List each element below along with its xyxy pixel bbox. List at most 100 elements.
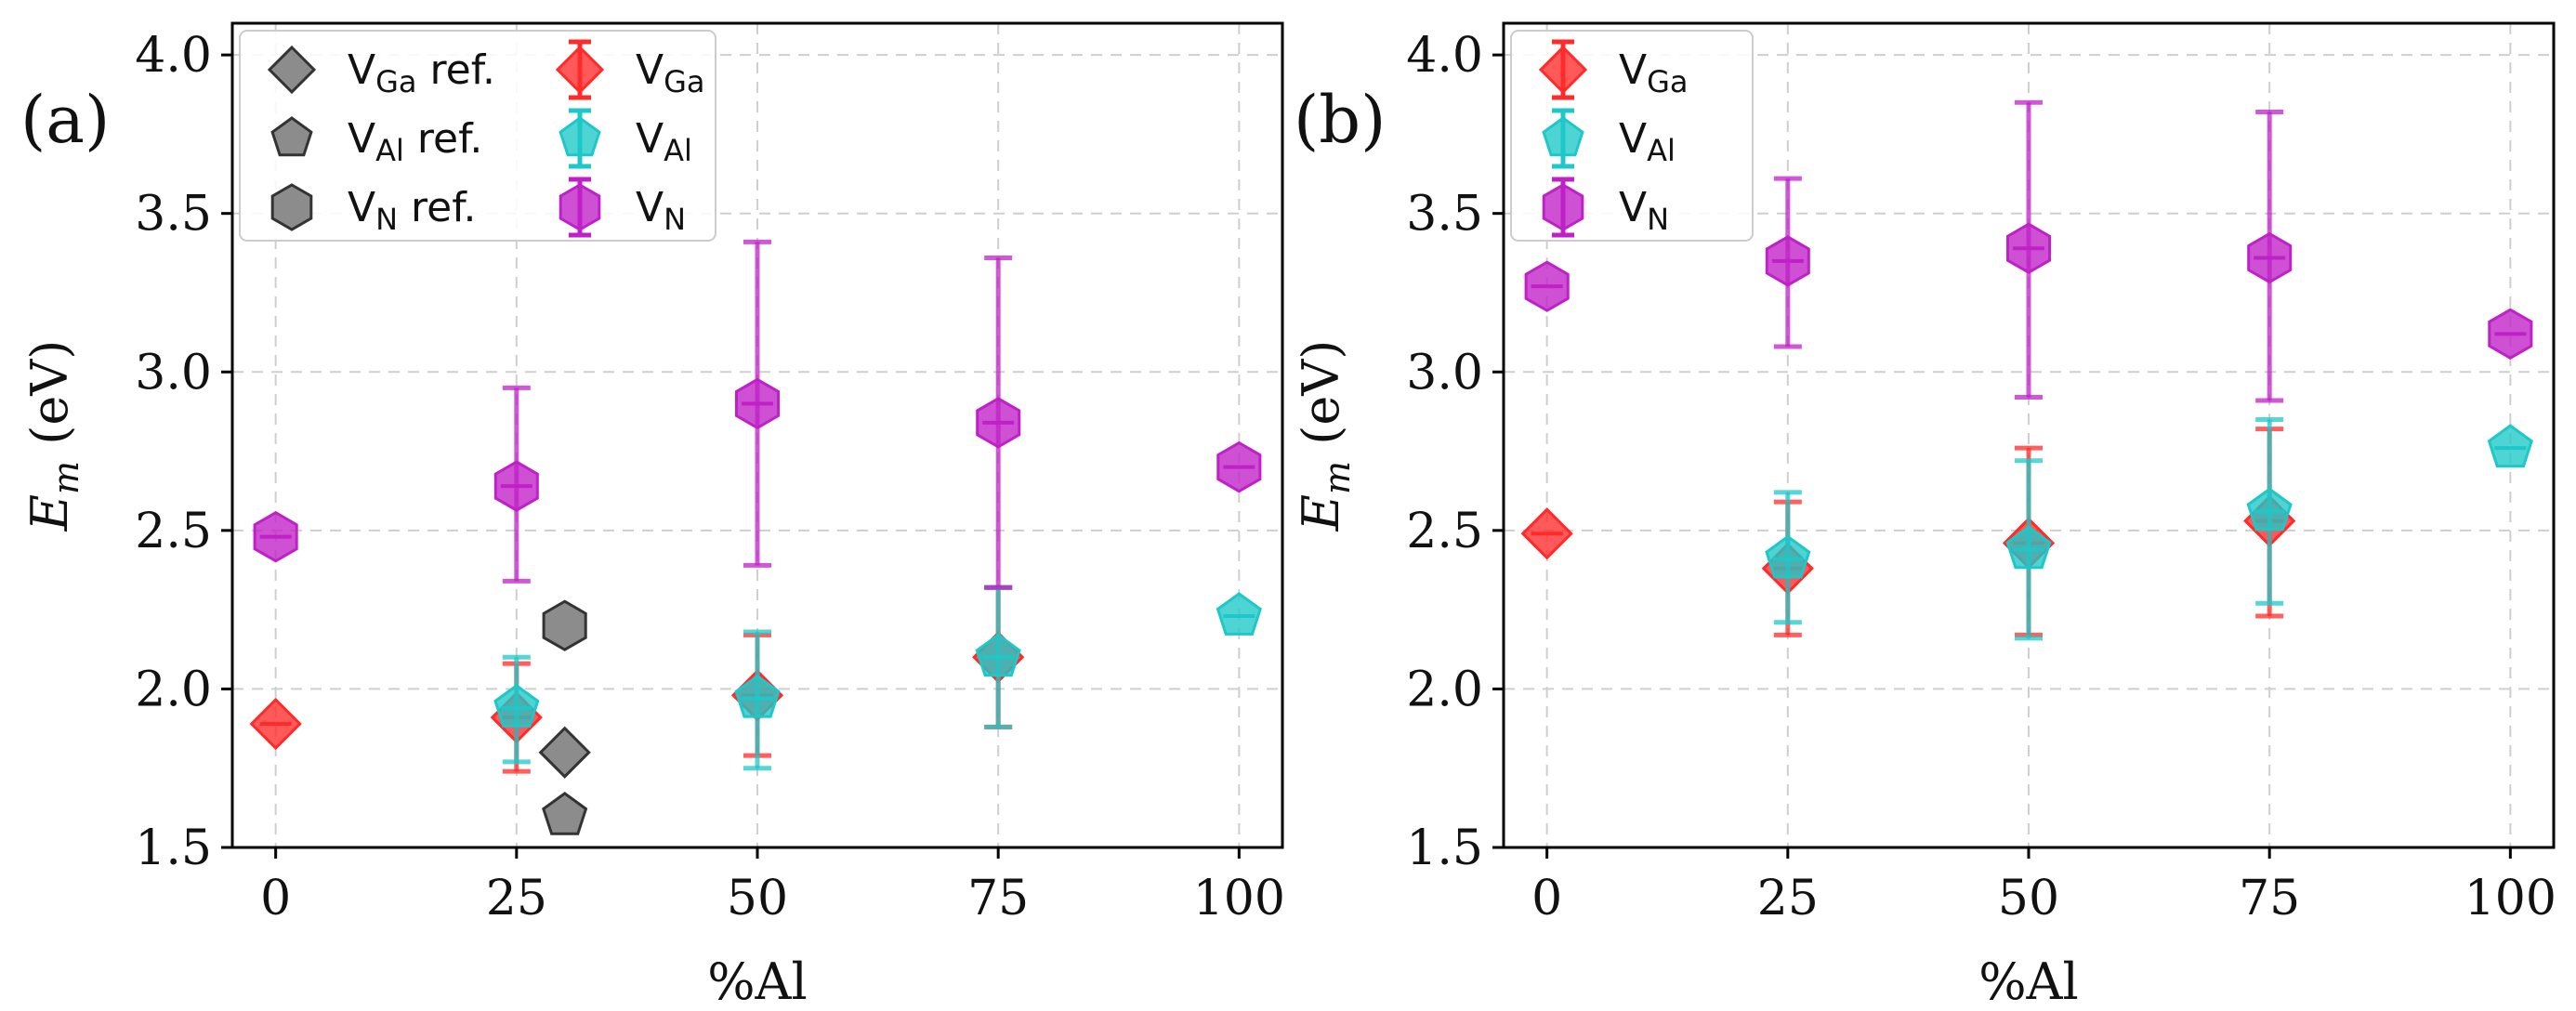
series-v-al: [493, 584, 1262, 771]
legend-label-main: V: [636, 46, 664, 94]
legend-marker: [1542, 116, 1584, 157]
x-tick-label: 25: [486, 871, 547, 926]
x-tick-label: 25: [1757, 871, 1819, 926]
legend-entry: VN ref.: [270, 183, 477, 237]
y-tick-label: 4.0: [1406, 28, 1483, 84]
data-point: [2487, 424, 2533, 468]
x-tick-label: 75: [967, 871, 1029, 926]
y-tick-label: 1.5: [1406, 821, 1483, 876]
y-tick-label: 3.0: [135, 345, 212, 400]
legend-entry: VAl: [1542, 108, 1676, 169]
legend-label-main: V: [348, 46, 375, 94]
legend-marker: [267, 45, 317, 95]
x-tick-label: 75: [2239, 871, 2300, 926]
y-axis-label-symbol: E: [1292, 494, 1350, 532]
legend-label: VAl: [1619, 115, 1676, 168]
legend-label-main: V: [1619, 184, 1647, 231]
legend-label-subscript: Al: [664, 133, 692, 168]
y-tick-label: 2.5: [135, 504, 212, 559]
legend-label-subscript: N: [1647, 202, 1669, 237]
data-point: [493, 684, 540, 728]
legend-label: VAl ref.: [348, 115, 482, 168]
series-v-ga-ref: [538, 726, 591, 779]
legend-label-subscript: Al: [375, 133, 404, 168]
y-axis-label-subscript: m: [46, 461, 86, 494]
legend-marker: [555, 45, 605, 95]
legend-label-subscript: N: [375, 202, 398, 237]
series-v-ga: [249, 584, 1025, 774]
legend-label-subscript: Ga: [1647, 64, 1688, 99]
legend-label-subscript: Ga: [664, 64, 704, 99]
legend-label: VGa ref.: [348, 46, 495, 99]
legend-label: VGa: [1619, 46, 1689, 99]
plot-frame: [230, 21, 1284, 849]
panel-label: (a): [20, 82, 110, 158]
legend-box: [239, 30, 716, 242]
legend-label-main: V: [348, 115, 375, 163]
series-v-n: [1524, 99, 2533, 403]
legend-label: VGa: [636, 46, 705, 99]
legend-marker: [559, 183, 601, 231]
data-point: [1765, 534, 1811, 579]
data-point: [542, 792, 588, 835]
y-tick-label: 3.5: [135, 187, 212, 243]
y-tick-label: 2.0: [135, 662, 212, 717]
legend-label-subscript: N: [664, 202, 686, 237]
x-tick-label: 50: [1998, 871, 2059, 926]
series-v-al: [1765, 416, 2533, 641]
legend-label-main: V: [348, 184, 375, 231]
legend-marker: [270, 116, 313, 157]
legend-entry: VN: [559, 177, 686, 238]
y-tick-label: 3.5: [1406, 187, 1483, 243]
x-tick-label: 50: [727, 871, 788, 926]
legend-entry: VGa ref.: [267, 45, 495, 99]
y-tick-label: 1.5: [135, 821, 212, 876]
data-point: [975, 633, 1021, 677]
y-axis-label-unit: (eV): [20, 340, 79, 461]
y-axis-label-subscript: m: [1317, 461, 1358, 494]
data-point: [734, 674, 781, 718]
legend-label-main: V: [636, 115, 664, 163]
legend-label: VN: [636, 184, 686, 237]
legend-label: VN: [1619, 184, 1669, 237]
y-tick-label: 4.0: [135, 28, 212, 84]
legend-label-main: V: [1619, 115, 1647, 163]
series-v-n: [253, 239, 1262, 590]
legend-label-suffix: ref.: [398, 184, 476, 231]
legend-label-subscript: Ga: [375, 64, 416, 99]
plot-frame: [1502, 21, 2556, 849]
x-axis-label: %Al: [1978, 952, 2079, 1011]
legend-entry: VGa: [1538, 39, 1689, 100]
legend-label-suffix: ref.: [404, 115, 482, 163]
x-tick-label: 0: [260, 871, 291, 926]
legend-label-main: V: [1619, 46, 1647, 94]
x-tick-label: 100: [1193, 871, 1285, 926]
legend-marker: [1538, 45, 1588, 95]
legend-label-main: V: [636, 184, 664, 231]
data-point: [538, 726, 591, 779]
legend-label: VN ref.: [348, 184, 477, 237]
y-tick-label: 2.5: [1406, 504, 1483, 559]
legend-marker: [1542, 183, 1584, 231]
panel-a: 0 25 50 75 100 1.5 2.0 2.5 3.0 3.5 4.0 %Al Em (eV) (a…: [20, 21, 1285, 1011]
legend-entry: VAl: [559, 108, 692, 169]
data-point: [1216, 592, 1262, 636]
legend-marker: [559, 116, 601, 157]
legend-marker: [270, 183, 313, 231]
legend-entry: VN: [1542, 177, 1669, 238]
data-point: [2005, 525, 2052, 570]
panel-label: (b): [1294, 82, 1386, 158]
legend-entry: VAl ref.: [270, 115, 482, 168]
legend-label: VAl: [636, 115, 692, 168]
x-tick-label: 100: [2464, 871, 2556, 926]
panel-b: 0 25 50 75 100 1.5 2.0 2.5 3.0 3.5 4.0 %Al Em (eV) (b…: [1292, 21, 2556, 1011]
series-v-ga: [1520, 427, 2296, 637]
y-axis-label-unit: (eV): [1292, 340, 1350, 461]
y-axis-label: Em (eV): [1292, 340, 1358, 532]
y-axis-label-symbol: E: [20, 494, 79, 532]
series-v-n-ref: [542, 599, 587, 651]
data-point: [2246, 487, 2293, 532]
